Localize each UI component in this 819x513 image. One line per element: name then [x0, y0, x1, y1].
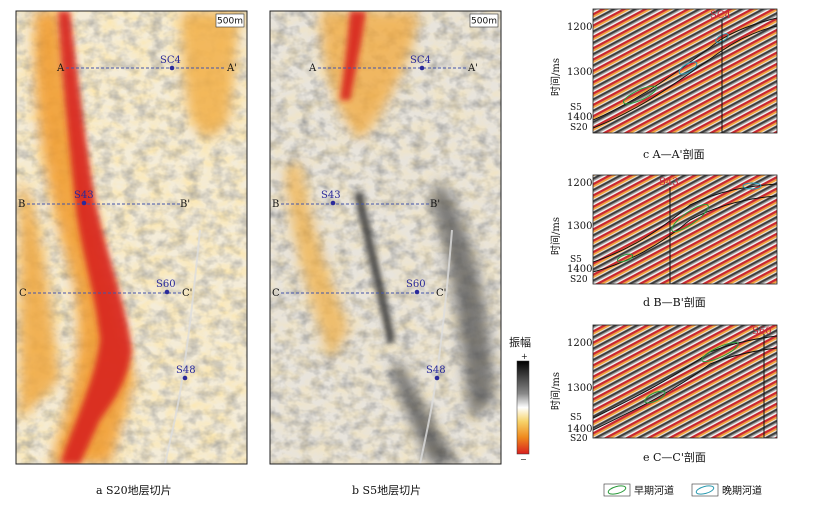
caption-d: d B—B'剖面	[643, 296, 706, 309]
profile-e-well: S60	[752, 326, 772, 337]
colorbar-title: 振幅	[509, 335, 531, 349]
late-channel-icon	[695, 485, 715, 495]
panel-b-map	[270, 11, 501, 464]
profile-e-tick-1400: 1400	[567, 424, 592, 435]
section-a-label: A	[308, 63, 317, 74]
profile-d-ylabel: 时间/ms	[549, 217, 562, 255]
section-c-label: C	[19, 288, 27, 299]
section-b-prime-label: B'	[180, 199, 190, 210]
panel-b-wells: SC4 S43 S60 S48	[321, 55, 446, 381]
section-c-prime-label: C'	[436, 288, 446, 299]
colorbar: 振幅 + −	[509, 335, 531, 464]
profile-c-horizon-s5: S5	[570, 103, 582, 113]
section-c-prime-label: C'	[182, 288, 192, 299]
caption-a: a S20地层切片	[96, 484, 172, 497]
legend-early-label: 早期河道	[634, 484, 674, 497]
section-a-prime-label: A'	[226, 63, 237, 74]
well-s48-label: S48	[426, 365, 446, 376]
caption-b: b S5地层切片	[352, 484, 422, 497]
profile-c-horizon-s20: S20	[570, 123, 588, 133]
legend-late-label: 晚期河道	[722, 484, 762, 497]
profile-c-ylabel: 时间/ms	[549, 58, 562, 96]
colorbar-minus: −	[520, 455, 527, 464]
section-b-label: B	[18, 199, 25, 210]
profile-d-tick-1200: 1200	[567, 178, 592, 189]
panel-b-sections: A A' B B' C C'	[272, 63, 478, 299]
scale-label: 500m	[217, 17, 243, 27]
legend: 早期河道 晚期河道	[603, 483, 762, 497]
profile-e: S60 1200 1300 1400 S5 S20 时间/ms	[549, 324, 778, 444]
profile-d: S43 1200 1300 1400 S5 S20 时间/ms	[549, 174, 778, 285]
panel-a-wells: SC4 S43 S60 S48	[74, 55, 196, 381]
well-s60-label: S60	[156, 279, 176, 290]
profile-d-tick-1400: 1400	[567, 264, 592, 275]
profile-c-tick-1400: 1400	[567, 112, 592, 123]
panel-a-sections: A A' B B' C C'	[18, 63, 237, 299]
well-sc4-label: SC4	[410, 55, 431, 66]
profile-e-tick-1200: 1200	[567, 338, 592, 349]
scale-label: 500m	[471, 17, 497, 27]
caption-c: c A—A'剖面	[643, 148, 705, 161]
profile-d-horizon-s5: S5	[570, 255, 582, 265]
profile-d-horizon-s20: S20	[570, 275, 588, 285]
profile-e-tick-1300: 1300	[567, 383, 592, 394]
profile-e-horizon-s5: S5	[570, 413, 582, 423]
colorbar-plus: +	[521, 352, 528, 361]
section-b-label: B	[272, 199, 279, 210]
profile-d-well: S43	[659, 177, 679, 188]
profile-c-well: SC4	[710, 10, 731, 21]
panel-a-map	[16, 11, 247, 464]
panel-a-scalebar: 500m	[215, 13, 245, 28]
section-c-label: C	[272, 288, 280, 299]
profile-e-ylabel: 时间/ms	[549, 372, 562, 410]
section-a-label: A	[56, 63, 65, 74]
early-channel-icon	[607, 485, 627, 495]
profile-d-tick-1300: 1300	[567, 221, 592, 232]
profile-e-horizon-s20: S20	[570, 434, 588, 444]
caption-e: e C—C'剖面	[643, 451, 706, 464]
panel-a-frame	[15, 10, 248, 465]
panel-b-frame	[269, 10, 502, 465]
well-s48-label: S48	[176, 365, 196, 376]
well-sc4-label: SC4	[160, 55, 181, 66]
profile-c: SC4 1200 1300 1400 S5 S20 时间/ms	[549, 8, 778, 134]
profile-c-tick-1300: 1300	[567, 67, 592, 78]
well-s43-label: S43	[321, 190, 341, 201]
profile-c-tick-1200: 1200	[567, 22, 592, 33]
section-a-prime-label: A'	[467, 63, 478, 74]
well-s60-label: S60	[406, 279, 426, 290]
well-s43-label: S43	[74, 190, 94, 201]
section-b-prime-label: B'	[430, 199, 440, 210]
panel-b-scalebar: 500m	[469, 13, 499, 28]
